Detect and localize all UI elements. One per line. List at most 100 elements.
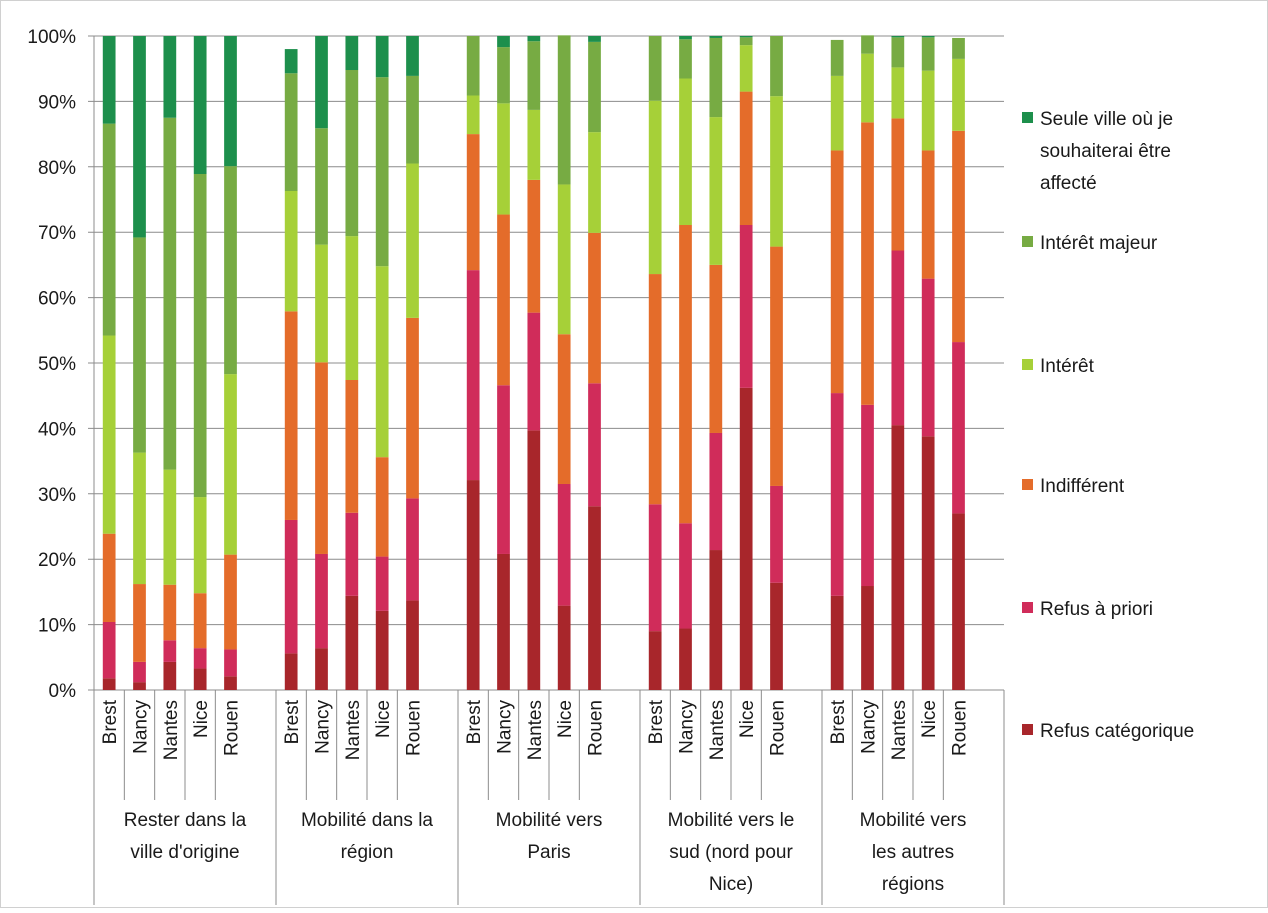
bar-segment	[861, 586, 874, 690]
bar-segment	[497, 47, 510, 104]
bar-segment	[588, 383, 601, 507]
bar-segment	[952, 58, 965, 131]
bar-segment	[527, 36, 541, 42]
legend-label: affecté	[1040, 173, 1097, 194]
bar-segment	[709, 117, 723, 265]
bar-segment	[497, 103, 510, 215]
bar-segment	[193, 173, 207, 498]
bar-segment	[133, 661, 146, 683]
gridlines	[88, 35, 1004, 691]
bar-segment	[375, 36, 389, 78]
x-category-label: Rouen	[586, 700, 607, 756]
bar-segment	[952, 130, 965, 343]
bar-segment	[527, 312, 541, 431]
bar-segment	[527, 41, 541, 110]
legend-swatch	[1022, 236, 1033, 247]
bar-segment	[830, 39, 844, 76]
bar-segment	[739, 225, 753, 388]
bar-segment	[588, 41, 601, 133]
bar-segment	[224, 374, 237, 555]
bar-segment	[102, 36, 116, 124]
bar-segment	[406, 36, 419, 76]
bar-segment	[345, 70, 359, 237]
legend-label: Intérêt majeur	[1040, 233, 1158, 254]
x-group-label: Mobilité vers le	[668, 810, 795, 831]
bar-segment	[891, 36, 905, 38]
x-category-label: Nice	[737, 700, 758, 738]
bar-segment	[315, 128, 328, 245]
bar-segment	[284, 519, 298, 654]
bar-segment	[163, 36, 177, 118]
x-category-label: Rouen	[950, 700, 971, 756]
bar-segment	[193, 593, 207, 649]
bar-segment	[102, 621, 116, 679]
bar-segment	[921, 278, 935, 437]
bar-segment	[830, 393, 844, 596]
bar-segment	[102, 123, 116, 336]
bar-segment	[861, 35, 874, 54]
bar-segment	[224, 649, 237, 677]
bar-segment	[770, 96, 783, 247]
legend: Seule ville où je souhaiterai être affecté…	[1022, 109, 1194, 742]
x-category-label: Nancy	[495, 700, 516, 754]
x-group-label: Rester dans la	[124, 810, 247, 831]
bar-segment	[830, 595, 844, 690]
legend-swatch	[1022, 479, 1033, 490]
bar-segment	[588, 506, 601, 690]
bar-segment	[921, 36, 935, 38]
bar-segment	[527, 430, 541, 690]
x-category-label: Nantes	[161, 700, 182, 760]
bar-segment	[284, 49, 298, 74]
bar-segment	[497, 385, 510, 554]
bar-segment	[709, 264, 723, 433]
bar-segment	[497, 553, 510, 690]
bar-segment	[466, 95, 480, 135]
bar-segment	[648, 100, 662, 275]
bar-segment	[861, 122, 874, 405]
legend-label: Intérêt	[1040, 356, 1095, 377]
x-group-label: les autres	[872, 842, 954, 863]
bar-segment	[679, 39, 692, 79]
x-group-label: région	[341, 842, 394, 863]
x-group-label: Paris	[527, 842, 570, 863]
bar-segment	[891, 425, 905, 690]
bar-segment	[709, 37, 723, 118]
bar-segment	[527, 179, 541, 313]
bar-segment	[739, 36, 753, 38]
bars	[102, 35, 965, 690]
legend-label: Seule ville où je	[1040, 109, 1173, 130]
x-category-label: Brest	[464, 699, 485, 744]
bar-segment	[557, 35, 571, 185]
x-group-label: Nice)	[709, 874, 753, 895]
bar-segment	[952, 37, 965, 59]
bar-segment	[497, 214, 510, 386]
bar-segment	[679, 628, 692, 690]
bar-segment	[466, 36, 480, 96]
x-category-label: Nice	[191, 700, 212, 738]
bar-segment	[921, 37, 935, 71]
bar-segment	[345, 36, 359, 71]
bar-segment	[952, 342, 965, 514]
bar-segment	[921, 70, 935, 151]
bar-segment	[921, 150, 935, 279]
bar-segment	[739, 91, 753, 226]
bar-segment	[102, 533, 116, 622]
bar-segment	[163, 469, 177, 585]
bar-segment	[497, 36, 510, 48]
x-group-label: régions	[882, 874, 944, 895]
x-category-label: Nice	[373, 700, 394, 738]
x-category-label: Nancy	[677, 700, 698, 754]
bar-segment	[557, 483, 571, 606]
bar-segment	[284, 311, 298, 520]
bar-segment	[709, 36, 723, 38]
bar-segment	[163, 117, 177, 470]
y-tick-label: 70%	[38, 223, 76, 244]
bar-segment	[406, 163, 419, 318]
y-tick-label: 40%	[38, 419, 76, 440]
y-tick-label: 30%	[38, 485, 76, 506]
bar-segment	[648, 274, 662, 505]
bar-segment	[375, 457, 389, 557]
legend-swatch	[1022, 359, 1033, 370]
y-tick-label: 80%	[38, 158, 76, 179]
bar-segment	[133, 36, 146, 238]
